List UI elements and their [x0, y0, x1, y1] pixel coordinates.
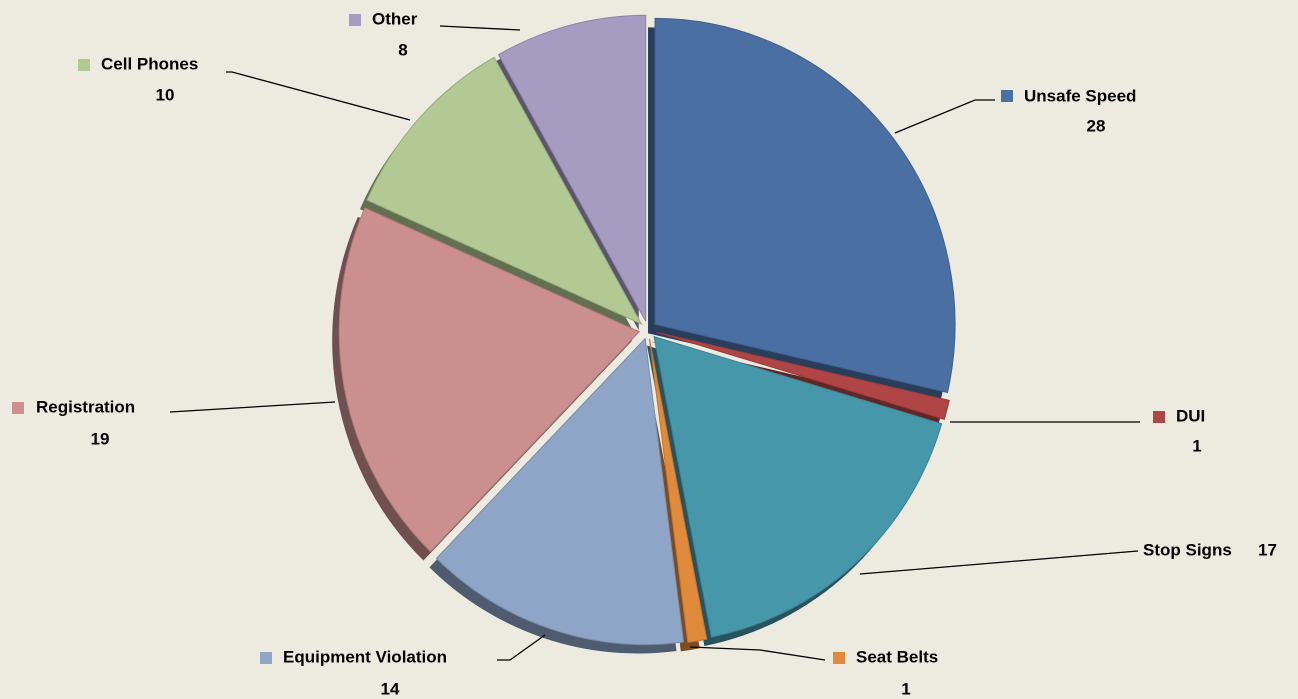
- value-label: 28: [1087, 116, 1106, 135]
- legend-swatch: [833, 652, 845, 664]
- legend-swatch: [78, 59, 90, 71]
- value-label: 17: [1258, 540, 1277, 559]
- legend-swatch: [1001, 90, 1013, 102]
- value-label: 8: [398, 40, 407, 59]
- leader-line: [894, 99, 995, 134]
- labels: Unsafe Speed 28 DUI 1 Stop Signs 17 Seat Belts…: [12, 9, 1277, 698]
- leader-line: [689, 646, 826, 661]
- leader-line: [439, 25, 521, 31]
- slice: [653, 335, 943, 638]
- leader-line: [226, 71, 411, 121]
- leader-line: [497, 634, 546, 661]
- slice: [497, 14, 647, 322]
- legend-swatch: [349, 14, 361, 26]
- leader-line: [859, 550, 1139, 575]
- slice: [338, 207, 641, 553]
- category-label: Registration: [36, 397, 135, 416]
- category-label: DUI: [1176, 406, 1205, 425]
- value-label: 14: [381, 679, 400, 698]
- category-label: Other: [372, 9, 418, 28]
- category-label: Stop Signs: [1143, 540, 1232, 559]
- legend-swatch: [12, 402, 24, 414]
- category-label: Unsafe Speed: [1024, 86, 1136, 105]
- leader-line: [169, 401, 336, 413]
- slice: [654, 17, 956, 394]
- legend-swatch: [1153, 411, 1165, 423]
- category-label: Cell Phones: [101, 54, 198, 73]
- slice: [656, 331, 950, 420]
- value-label: 1: [901, 679, 910, 698]
- slice: [648, 338, 708, 643]
- slices: [338, 14, 956, 646]
- category-label: Equipment Violation: [283, 647, 447, 666]
- value-label: 10: [156, 85, 175, 104]
- slice: [366, 56, 643, 326]
- value-label: 19: [91, 429, 110, 448]
- slice: [435, 337, 685, 646]
- category-label: Seat Belts: [856, 647, 938, 666]
- value-label: 1: [1192, 436, 1201, 455]
- legend-swatch: [260, 652, 272, 664]
